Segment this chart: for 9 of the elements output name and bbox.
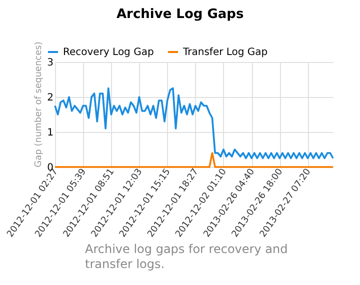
y-tick-label: 3 (47, 58, 54, 68)
chart-title: Archive Log Gaps (116, 7, 244, 22)
text: Archive log gaps for recovery and transfer logs. (85, 242, 288, 271)
y-tick-label: 1 (47, 128, 54, 138)
legend-label: Recovery Log Gap (63, 47, 154, 58)
y-tick-label: 2 (47, 92, 54, 104)
line-series (54, 87, 334, 160)
y-axis-title: Gap (number of sequences) (34, 42, 44, 168)
legend-label: Transfer Log Gap (182, 47, 268, 58)
